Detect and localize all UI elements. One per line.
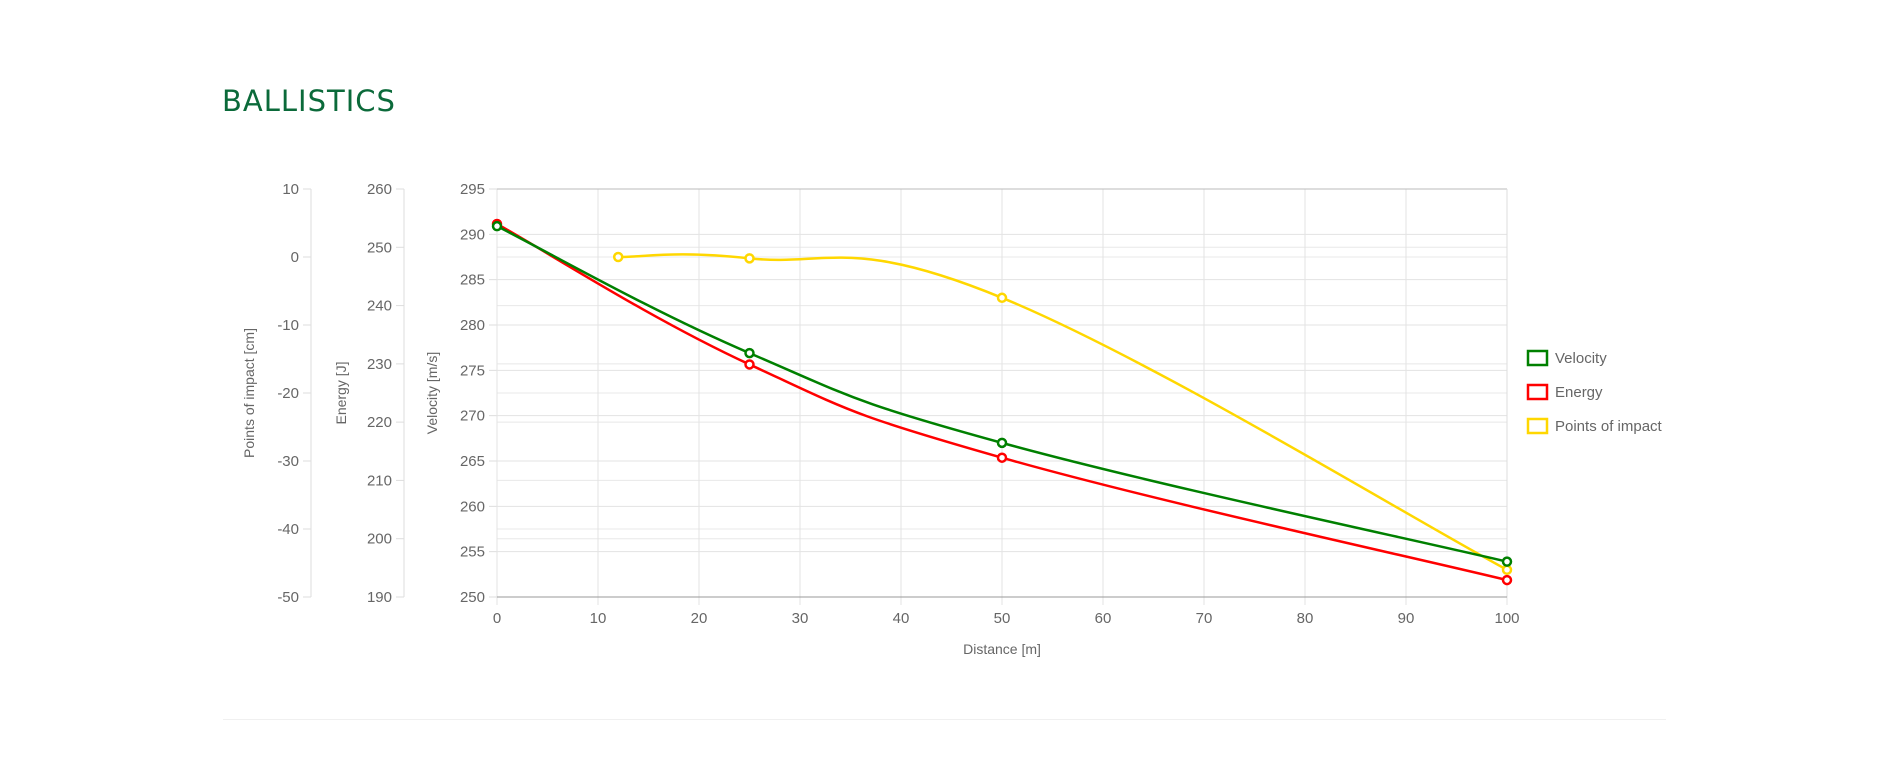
data-point-velocity xyxy=(1501,556,1513,567)
x-tick-label: 60 xyxy=(1095,610,1112,627)
y-tick-label-velocity: 290 xyxy=(460,226,485,243)
y-tick-label-velocity: 285 xyxy=(460,272,485,289)
y-tick-label-energy: 230 xyxy=(367,356,392,373)
y-tick-label-energy: 210 xyxy=(367,472,392,489)
data-point-energy xyxy=(1501,574,1513,586)
legend-label-velocity: Velocity xyxy=(1555,350,1607,367)
legend-swatch-poi xyxy=(1526,417,1549,435)
series-line-velocity xyxy=(496,225,1508,563)
data-point-energy xyxy=(996,452,1008,463)
x-tick-label: 90 xyxy=(1398,610,1415,627)
series-line-energy xyxy=(496,222,1508,582)
y-axis-title-poi: Points of impact [cm] xyxy=(241,328,257,458)
y-tick-label-velocity: 295 xyxy=(460,181,485,198)
y-tick-label-velocity: 275 xyxy=(460,362,485,379)
data-point-energy xyxy=(744,359,755,370)
legend-swatch-velocity xyxy=(1526,349,1549,367)
data-point-poi xyxy=(744,253,755,264)
y-tick-label-energy: 240 xyxy=(367,298,392,315)
divider xyxy=(223,719,1666,720)
x-tick-label: 0 xyxy=(493,610,501,627)
data-point-poi xyxy=(996,292,1008,304)
series-line-poi xyxy=(618,253,1508,571)
y-tick-label-energy: 200 xyxy=(367,531,392,548)
y-tick-label-energy: 250 xyxy=(367,239,392,256)
legend-label-energy: Energy xyxy=(1555,384,1603,401)
y-tick-label-velocity: 260 xyxy=(460,498,485,515)
x-tick-label: 10 xyxy=(590,610,607,627)
x-tick-label: 40 xyxy=(893,610,910,627)
y-tick-label-energy: 220 xyxy=(367,414,392,431)
data-point-velocity xyxy=(996,437,1008,449)
y-tick-label-poi: 10 xyxy=(282,181,299,198)
x-tick-label: 20 xyxy=(691,610,708,627)
y-tick-label-velocity: 280 xyxy=(460,317,485,334)
y-tick-label-poi: -20 xyxy=(277,385,299,402)
data-point-poi xyxy=(1501,564,1513,576)
y-tick-label-velocity: 250 xyxy=(460,589,485,606)
y-tick-label-velocity: 255 xyxy=(460,544,485,561)
x-axis-title: Distance [m] xyxy=(963,641,1041,657)
y-tick-label-velocity: 265 xyxy=(460,453,485,470)
y-tick-label-poi: -50 xyxy=(277,589,299,606)
x-tick-label: 50 xyxy=(994,610,1011,627)
x-tick-label: 100 xyxy=(1494,610,1519,627)
data-point-velocity xyxy=(491,220,503,232)
page-title: BALLISTICS xyxy=(222,84,396,118)
y-axis-title-velocity: Velocity [m/s] xyxy=(424,352,440,434)
y-axis-title-energy: Energy [J] xyxy=(333,361,349,424)
x-tick-label: 80 xyxy=(1297,610,1314,627)
data-point-velocity xyxy=(744,347,755,359)
y-tick-label-energy: 260 xyxy=(367,181,392,198)
x-tick-label: 70 xyxy=(1196,610,1213,627)
y-tick-label-poi: -10 xyxy=(277,317,299,334)
y-tick-label-energy: 190 xyxy=(367,589,392,606)
y-tick-label-poi: -30 xyxy=(277,453,299,470)
y-tick-label-velocity: 270 xyxy=(460,408,485,425)
legend-label-poi: Points of impact xyxy=(1555,418,1663,435)
y-tick-label-poi: 0 xyxy=(291,249,299,266)
legend-swatch-energy xyxy=(1526,383,1549,401)
y-tick-label-poi: -40 xyxy=(277,521,299,538)
data-point-poi xyxy=(612,251,624,263)
x-tick-label: 30 xyxy=(792,610,809,627)
